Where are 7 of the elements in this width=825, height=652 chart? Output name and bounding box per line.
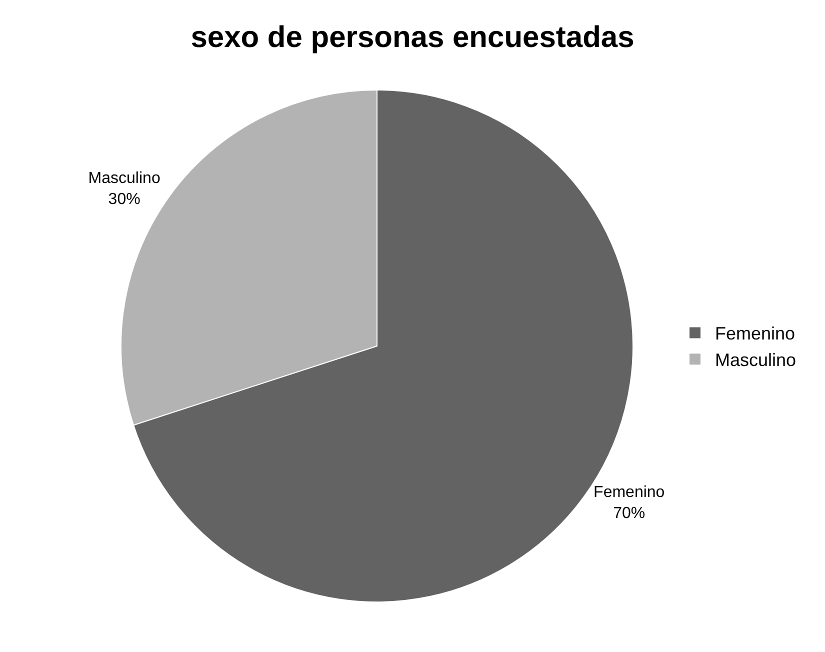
- legend-label: Masculino: [715, 350, 796, 370]
- legend-label: Femenino: [715, 324, 796, 344]
- chart-title: sexo de personas encuestadas: [190, 21, 634, 54]
- data-label: 30%: [108, 190, 140, 208]
- slice-label: Femenino: [594, 484, 665, 502]
- data-label: 70%: [613, 504, 646, 522]
- slice-label: Masculino: [88, 170, 160, 188]
